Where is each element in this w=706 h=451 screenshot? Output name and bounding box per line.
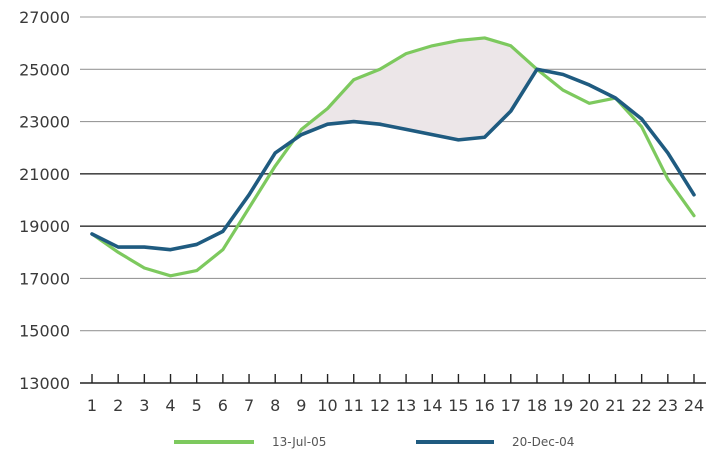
data-point bbox=[195, 269, 197, 271]
data-point bbox=[274, 165, 276, 167]
x-tick-label: 16 bbox=[474, 396, 494, 415]
data-point bbox=[326, 107, 328, 109]
data-point bbox=[248, 194, 250, 196]
legend-label: 13-Jul-05 bbox=[272, 435, 326, 449]
x-tick-label: 21 bbox=[605, 396, 625, 415]
x-tick-label: 10 bbox=[317, 396, 337, 415]
y-tick-label: 17000 bbox=[19, 269, 70, 288]
data-point bbox=[379, 123, 381, 125]
data-point bbox=[300, 133, 302, 135]
data-point bbox=[562, 73, 564, 75]
data-point bbox=[222, 248, 224, 250]
data-point bbox=[379, 68, 381, 70]
x-tick-label: 23 bbox=[658, 396, 678, 415]
data-point bbox=[326, 123, 328, 125]
data-point bbox=[562, 89, 564, 91]
y-tick-label: 23000 bbox=[19, 113, 70, 132]
y-tick-label: 13000 bbox=[19, 374, 70, 393]
data-point bbox=[195, 243, 197, 245]
x-tick-label: 19 bbox=[553, 396, 573, 415]
x-tick-label: 14 bbox=[422, 396, 442, 415]
data-point bbox=[222, 230, 224, 232]
x-tick-label: 8 bbox=[270, 396, 280, 415]
data-point bbox=[588, 84, 590, 86]
x-tick-label: 12 bbox=[370, 396, 390, 415]
data-point bbox=[483, 136, 485, 138]
data-point bbox=[640, 118, 642, 120]
x-tick-label: 3 bbox=[139, 396, 149, 415]
data-point bbox=[431, 133, 433, 135]
data-point bbox=[640, 126, 642, 128]
y-tick-label: 21000 bbox=[19, 165, 70, 184]
data-point bbox=[143, 267, 145, 269]
x-tick-label: 2 bbox=[113, 396, 123, 415]
x-tick-label: 18 bbox=[527, 396, 547, 415]
data-point bbox=[510, 110, 512, 112]
x-tick-label: 1 bbox=[87, 396, 97, 415]
y-tick-label: 27000 bbox=[19, 8, 70, 27]
data-point bbox=[405, 52, 407, 54]
y-tick-label: 15000 bbox=[19, 322, 70, 341]
data-point bbox=[405, 128, 407, 130]
y-tick-label: 19000 bbox=[19, 217, 70, 236]
data-point bbox=[143, 246, 145, 248]
data-point bbox=[457, 39, 459, 41]
data-point bbox=[300, 128, 302, 130]
data-point bbox=[667, 178, 669, 180]
x-tick-label: 13 bbox=[396, 396, 416, 415]
x-tick-label: 24 bbox=[684, 396, 704, 415]
data-point bbox=[91, 233, 93, 235]
x-tick-label: 5 bbox=[192, 396, 202, 415]
x-tick-label: 6 bbox=[218, 396, 228, 415]
legend-label: 20-Dec-04 bbox=[512, 435, 574, 449]
x-tick-label: 17 bbox=[501, 396, 521, 415]
data-point bbox=[169, 248, 171, 250]
y-tick-label: 25000 bbox=[19, 60, 70, 79]
data-point bbox=[117, 251, 119, 253]
legend: 13-Jul-05 20-Dec-04 bbox=[174, 435, 574, 449]
data-point bbox=[510, 45, 512, 47]
x-tick-label: 4 bbox=[165, 396, 175, 415]
data-point bbox=[693, 214, 695, 216]
x-tick-label: 20 bbox=[579, 396, 599, 415]
data-point bbox=[693, 194, 695, 196]
x-tick-label: 9 bbox=[296, 396, 306, 415]
x-tick-label: 7 bbox=[244, 396, 254, 415]
data-point bbox=[536, 68, 538, 70]
data-point bbox=[169, 275, 171, 277]
x-tick-label: 11 bbox=[344, 396, 364, 415]
data-point bbox=[353, 79, 355, 81]
data-point bbox=[483, 37, 485, 39]
data-point bbox=[431, 45, 433, 47]
data-point bbox=[588, 102, 590, 104]
data-point bbox=[667, 152, 669, 154]
x-tick-label: 22 bbox=[631, 396, 651, 415]
data-point bbox=[117, 246, 119, 248]
x-tick-label: 15 bbox=[448, 396, 468, 415]
data-point bbox=[248, 207, 250, 209]
data-point bbox=[274, 152, 276, 154]
data-point bbox=[614, 97, 616, 99]
data-point bbox=[353, 120, 355, 122]
data-point bbox=[457, 139, 459, 141]
